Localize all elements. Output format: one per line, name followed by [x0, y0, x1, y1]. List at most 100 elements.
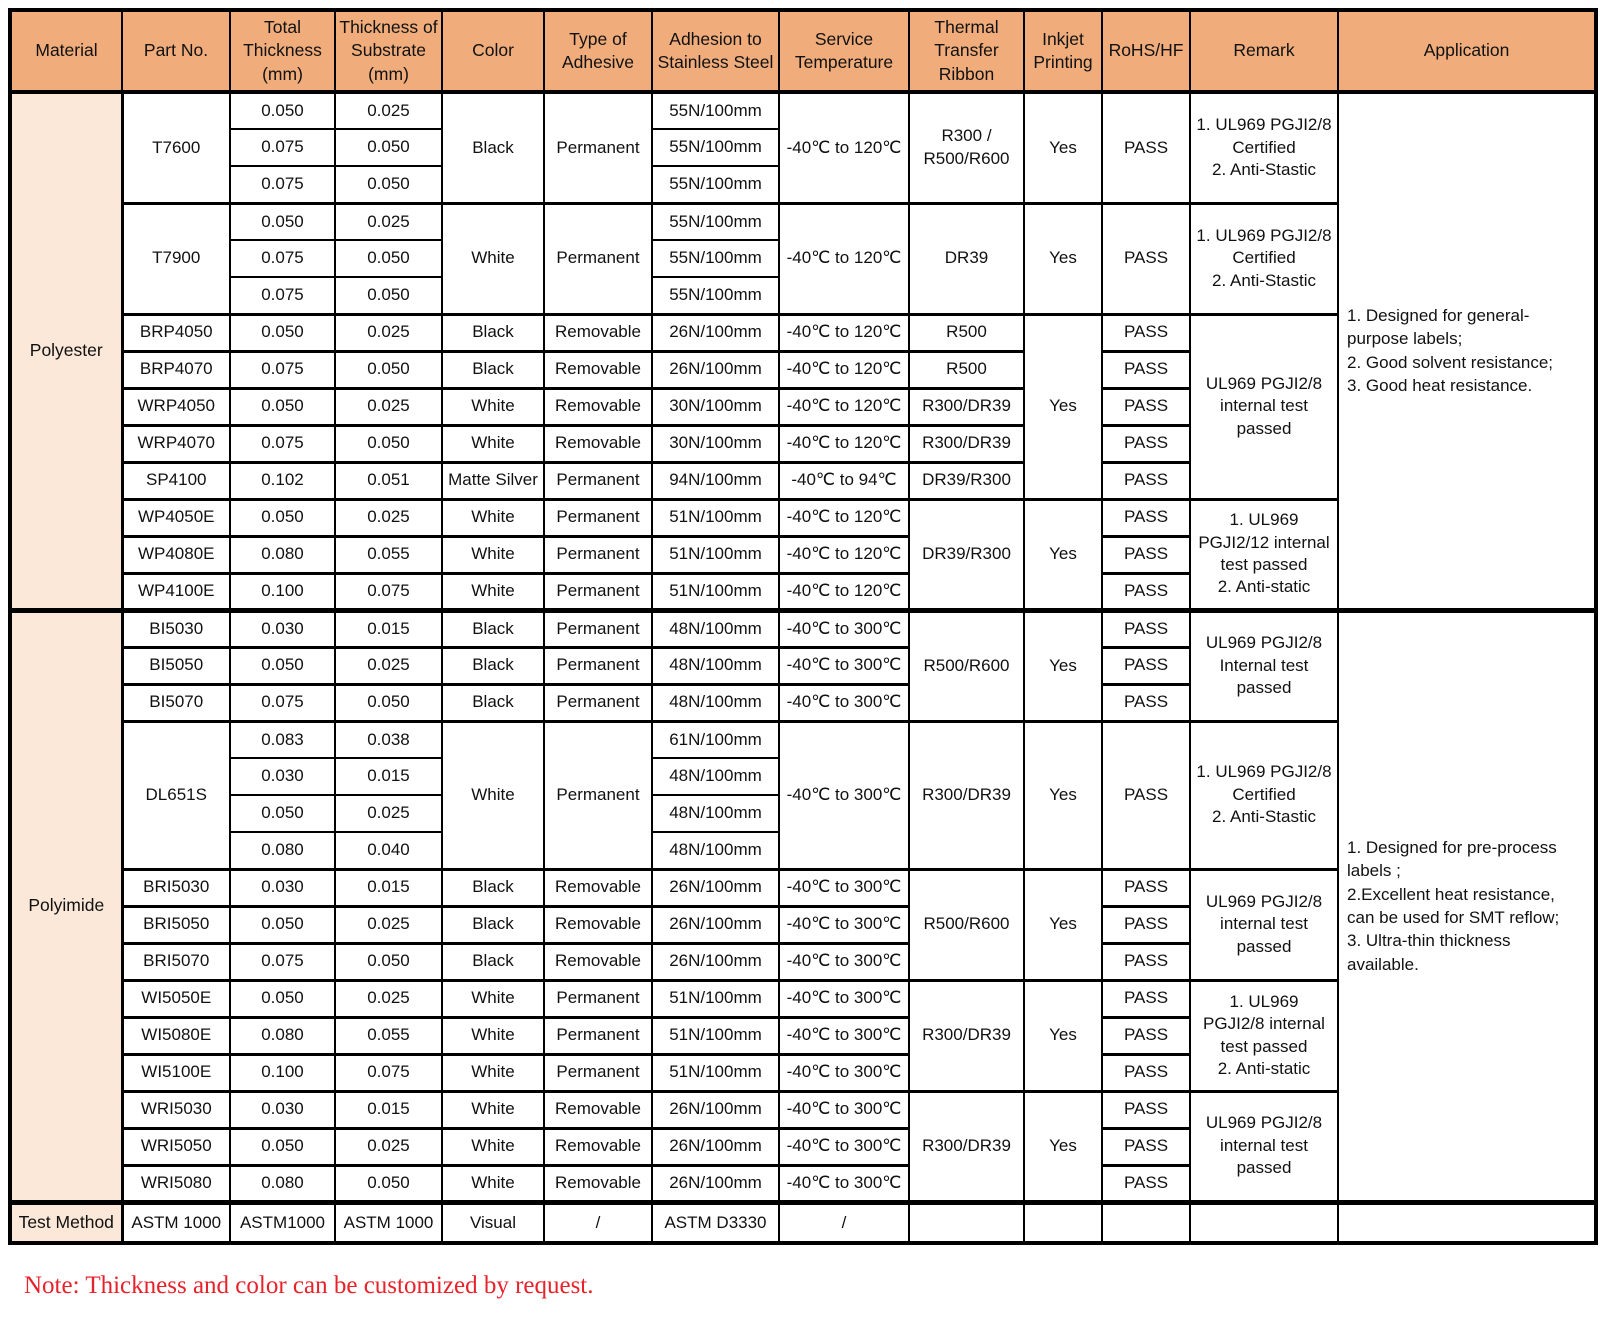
- cell-adhesive-type: Removable: [543, 349, 653, 389]
- cell-adhesion: 51N/100mm: [651, 497, 780, 537]
- cell-adhesion: 48N/100mm: [651, 757, 780, 796]
- cell-part-no: WRI5030: [121, 1089, 231, 1129]
- column-header-application: Application: [1337, 9, 1597, 94]
- cell-adhesion: 26N/100mm: [651, 941, 780, 981]
- cell-rohs: PASS: [1101, 571, 1191, 611]
- cell-substrate-thickness: 0.025: [334, 386, 443, 426]
- cell-inkjet: Yes: [1023, 1089, 1103, 1203]
- table-row: WP4100E 0.100 0.075 White Permanent 51N/100mm…: [10, 571, 1596, 611]
- cell-rohs: PASS: [1101, 719, 1191, 870]
- cell-adhesive-type: Removable: [543, 904, 653, 944]
- cell-adhesive-type: Permanent: [543, 645, 653, 685]
- cell-adhesive-type: Permanent: [543, 201, 653, 315]
- cell-inkjet: [1023, 1199, 1103, 1244]
- cell-rohs: PASS: [1101, 941, 1191, 981]
- cell-total-thickness: 0.075: [229, 682, 336, 722]
- cell-part-no: WRP4050: [121, 386, 231, 426]
- cell-service-temp: -40℃ to 300℃: [778, 1126, 910, 1166]
- table-row: WI5100E 0.100 0.075 White Permanent 51N/100mm…: [10, 1052, 1596, 1092]
- cell-total-thickness: 0.100: [229, 571, 336, 611]
- cell-adhesion: 55N/100mm: [651, 239, 780, 278]
- cell-substrate-thickness: 0.038: [334, 719, 443, 759]
- table-row: Polyester T7600 0.050 0.025 Black Permanent 55…: [9, 91, 1597, 611]
- cell-thermal-ribbon: DR39: [908, 201, 1025, 315]
- cell-total-thickness: 0.030: [229, 757, 336, 796]
- table-row: WRI5050 0.050 0.025 White Removable 26N/100mm…: [10, 1126, 1596, 1166]
- cell-color: Black: [441, 645, 545, 685]
- cell-color: Black: [441, 312, 545, 352]
- column-header-service-temp: Service Temperature: [778, 9, 910, 94]
- cell-adhesive-type: Permanent: [543, 534, 653, 574]
- cell-total-thickness: 0.075: [229, 349, 336, 389]
- cell-adhesion: 94N/100mm: [651, 460, 780, 500]
- table-row: BRI5030 0.030 0.015 Black Removable 26N/100mm…: [10, 867, 1596, 981]
- cell-color: Matte Silver: [441, 460, 545, 500]
- cell-total-thickness: 0.030: [229, 867, 336, 907]
- cell-adhesion: 55N/100mm: [651, 276, 780, 315]
- column-header-adhesion: Adhesion to Stainless Steel: [651, 9, 780, 94]
- table-row: SP4100 0.102 0.051 Matte Silver Permanent 94N…: [10, 460, 1596, 500]
- cell-part-no: WRP4070: [121, 423, 231, 463]
- cell-color: White: [441, 571, 545, 611]
- table-row: WRP4070 0.075 0.050 White Removable 30N/100mm…: [10, 423, 1596, 463]
- cell-substrate-thickness: 0.050: [334, 128, 443, 167]
- cell-total-thickness: 0.075: [229, 165, 336, 204]
- cell-service-temp: -40℃ to 300℃: [778, 719, 910, 870]
- cell-color: White: [441, 386, 545, 426]
- cell-total-thickness: 0.080: [229, 1015, 336, 1055]
- cell-application: [1337, 1199, 1597, 1244]
- cell-total-thickness: 0.050: [229, 497, 336, 537]
- table-row: BRI5050 0.050 0.025 Black Removable 26N/100mm…: [10, 904, 1596, 944]
- cell-rohs: PASS: [1101, 867, 1191, 907]
- cell-adhesive-type: /: [543, 1199, 653, 1244]
- column-header-material: Material: [9, 9, 123, 94]
- cell-rohs: PASS: [1101, 978, 1191, 1018]
- cell-substrate-thickness: 0.025: [334, 1126, 443, 1166]
- cell-rohs: PASS: [1101, 1089, 1191, 1129]
- cell-adhesion: 30N/100mm: [651, 386, 780, 426]
- cell-color: White: [441, 1126, 545, 1166]
- cell-adhesion: 26N/100mm: [651, 1163, 780, 1203]
- cell-service-temp: -40℃ to 300℃: [778, 645, 910, 685]
- cell-rohs: PASS: [1101, 682, 1191, 722]
- cell-part-no: T7900: [121, 201, 231, 315]
- cell-adhesive-type: Removable: [543, 423, 653, 463]
- cell-color: White: [441, 423, 545, 463]
- cell-adhesive-type: Removable: [543, 1089, 653, 1129]
- cell-service-temp: -40℃ to 300℃: [778, 1015, 910, 1055]
- cell-total-thickness: 0.050: [229, 978, 336, 1018]
- cell-color: White: [441, 1163, 545, 1203]
- cell-color: Visual: [441, 1199, 545, 1244]
- cell-part-no: WRI5080: [121, 1163, 231, 1203]
- cell-adhesive-type: Permanent: [543, 460, 653, 500]
- cell-remark: [1189, 1199, 1339, 1244]
- cell-total-thickness: 0.050: [229, 386, 336, 426]
- cell-color: Black: [441, 607, 545, 648]
- cell-substrate-thickness: 0.075: [334, 571, 443, 611]
- cell-part-no: WP4100E: [121, 571, 231, 611]
- cell-total-thickness: 0.080: [229, 534, 336, 574]
- cell-adhesion: ASTM D3330: [651, 1199, 780, 1244]
- cell-color: White: [441, 1015, 545, 1055]
- column-header-remark: Remark: [1189, 9, 1339, 94]
- cell-thermal-ribbon: DR39/R300: [908, 497, 1025, 611]
- cell-adhesive-type: Permanent: [543, 607, 653, 648]
- cell-part-no: BRI5050: [121, 904, 231, 944]
- cell-color: Black: [441, 91, 545, 204]
- cell-color: White: [441, 534, 545, 574]
- cell-part-no: BI5050: [121, 645, 231, 685]
- cell-thermal-ribbon: R500/R600: [908, 867, 1025, 981]
- cell-material: Polyimide: [9, 607, 124, 1203]
- cell-thermal-ribbon: R300 / R500/R600: [908, 91, 1025, 204]
- cell-total-thickness: 0.075: [229, 276, 336, 315]
- table-row: BI5050 0.050 0.025 Black Permanent 48N/100mm -…: [10, 645, 1596, 685]
- cell-total-thickness: 0.050: [229, 201, 336, 241]
- cell-part-no: WP4050E: [121, 497, 231, 537]
- cell-total-thickness: 0.075: [229, 941, 336, 981]
- cell-adhesion: 51N/100mm: [651, 1052, 780, 1092]
- cell-adhesion: 51N/100mm: [651, 1015, 780, 1055]
- cell-color: White: [441, 1089, 545, 1129]
- cell-adhesive-type: Removable: [543, 867, 653, 907]
- cell-adhesion: 30N/100mm: [651, 423, 780, 463]
